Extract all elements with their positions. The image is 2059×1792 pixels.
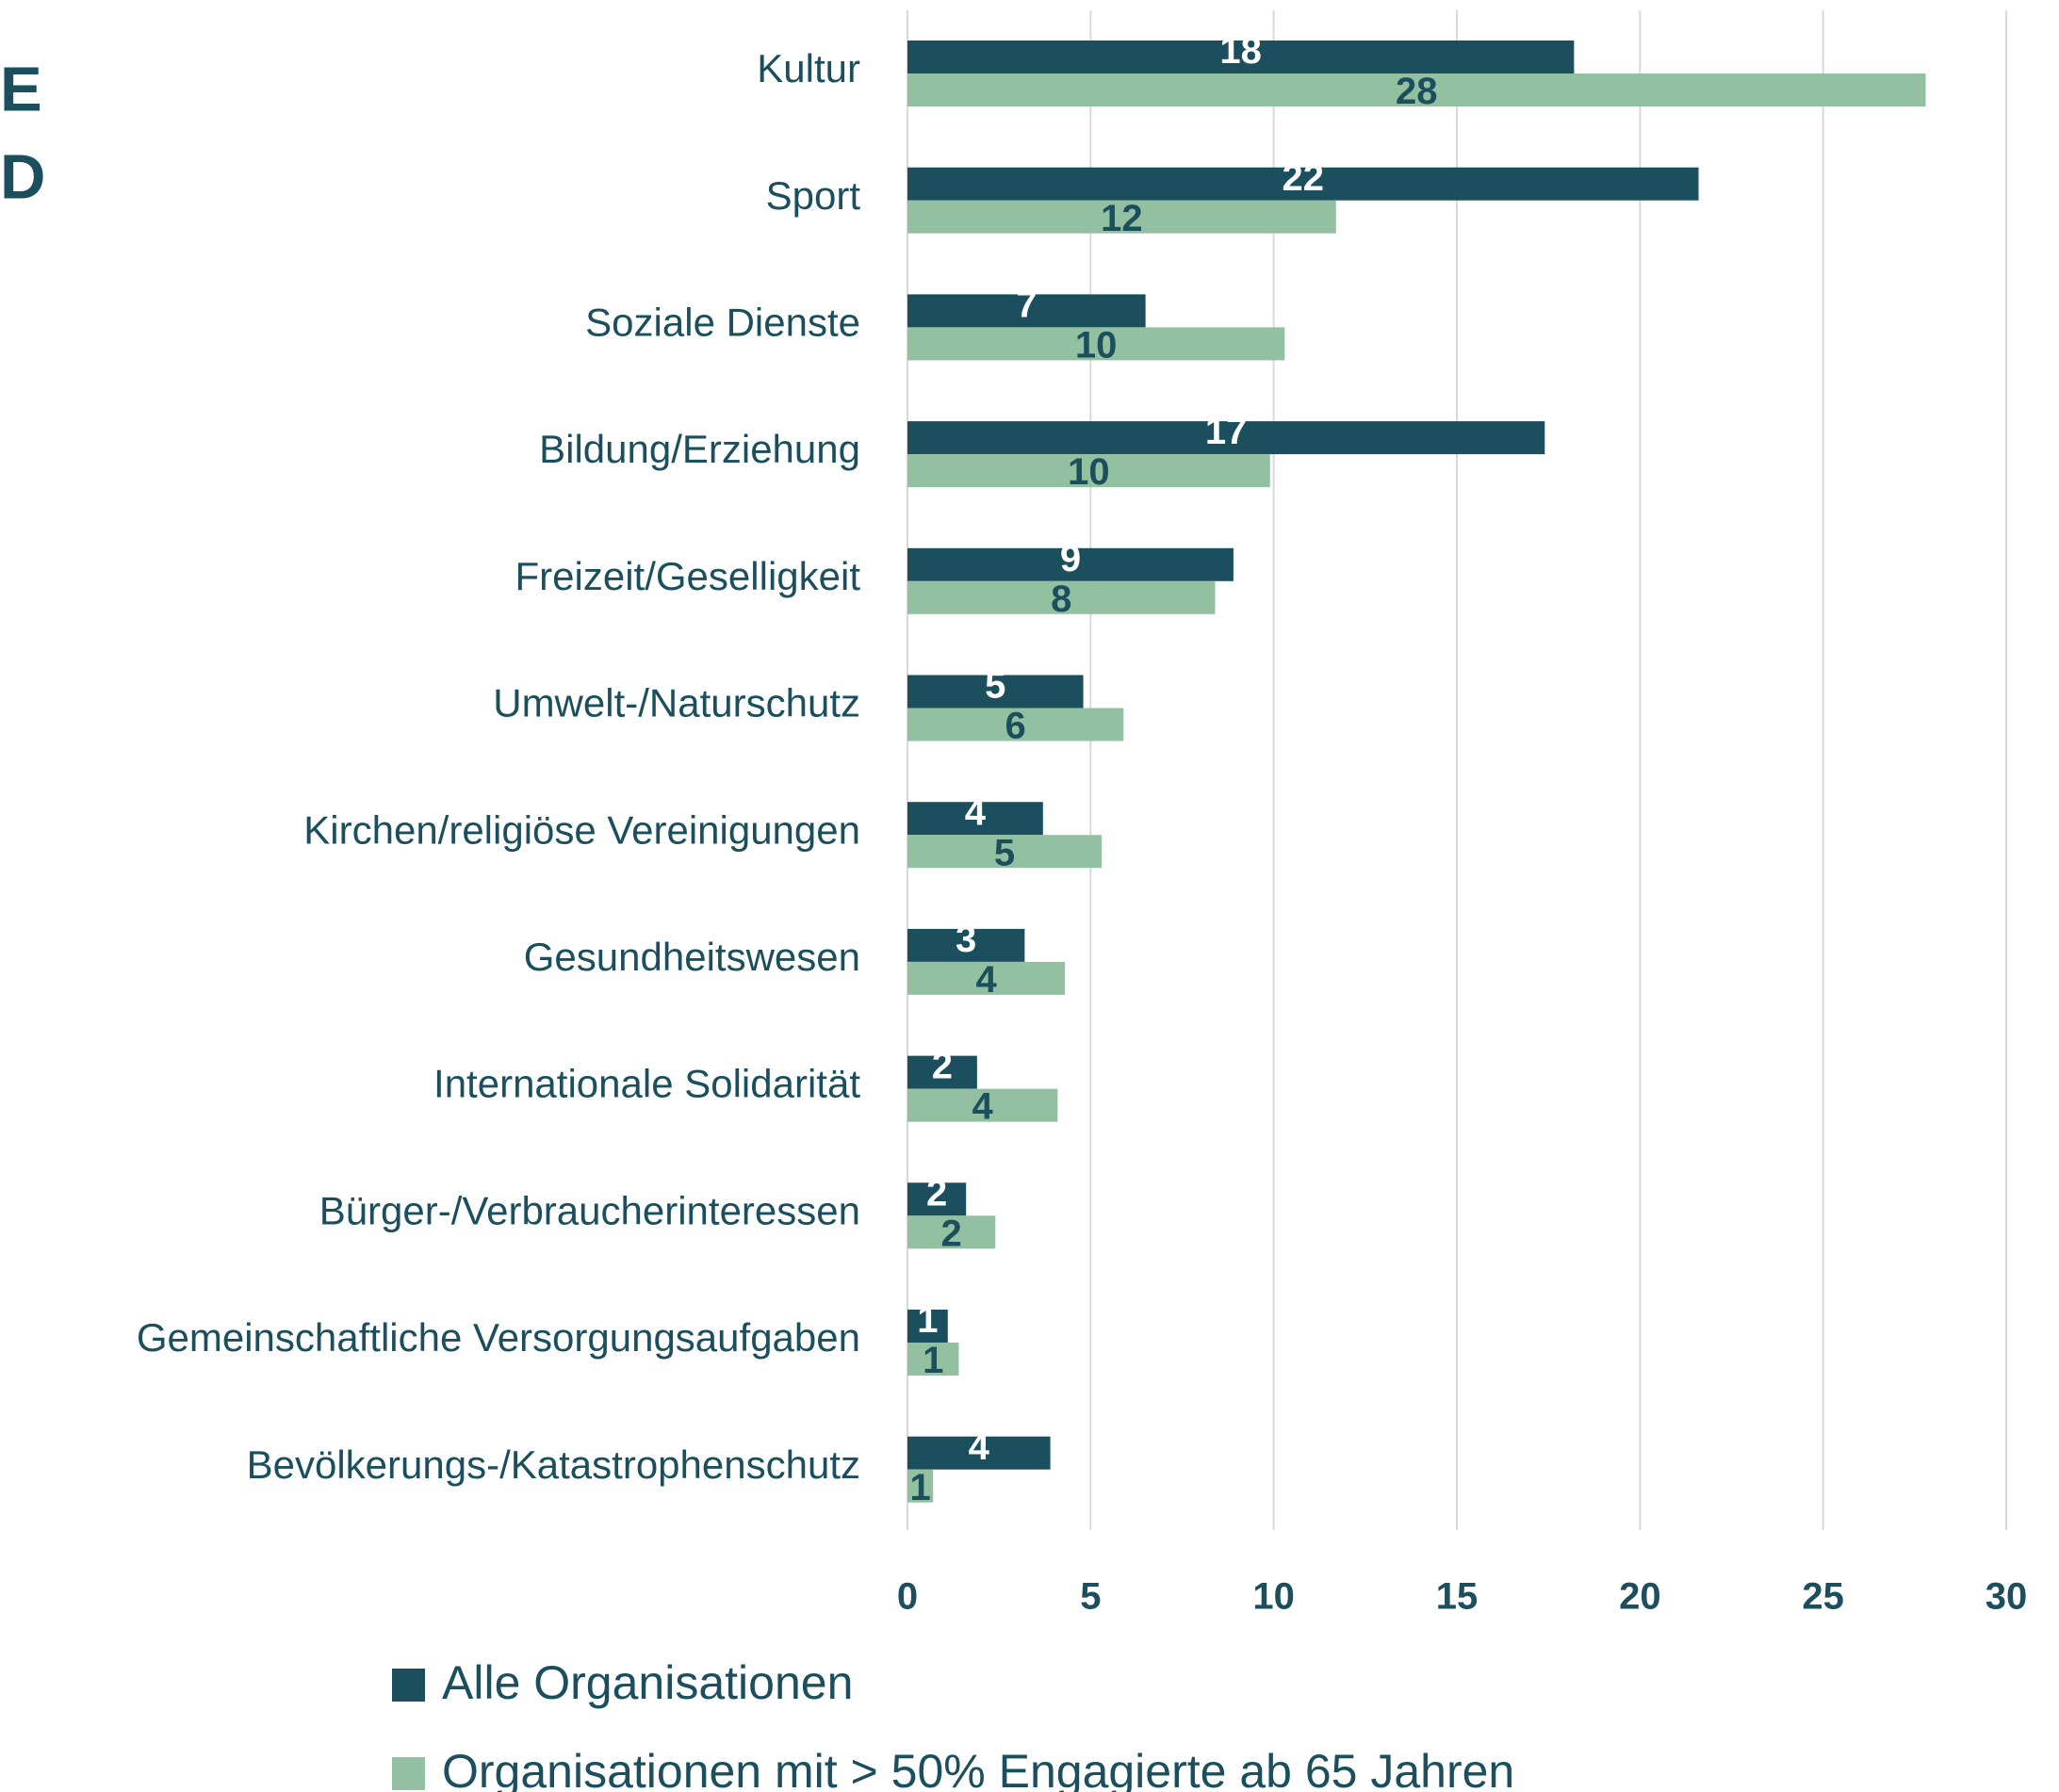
data-label: 10 <box>1075 324 1118 366</box>
bar <box>907 835 1102 869</box>
bar <box>907 708 1124 741</box>
bar <box>907 421 1545 455</box>
data-label: 18 <box>1219 30 1262 72</box>
x-tick-label: 10 <box>1252 1576 1295 1618</box>
data-label: 28 <box>1396 71 1438 112</box>
data-label: 2 <box>932 1046 953 1087</box>
y-tick-label: Kultur <box>757 46 860 90</box>
legend-label: Alle Organisationen <box>442 1656 853 1709</box>
bar <box>907 41 1575 73</box>
data-label: 4 <box>972 1086 994 1128</box>
bar <box>907 1310 948 1343</box>
bar <box>907 200 1336 234</box>
bar <box>907 454 1270 488</box>
x-tick-label: 0 <box>897 1576 918 1618</box>
bar <box>907 73 1926 106</box>
bar <box>907 961 1066 995</box>
bar <box>907 675 1084 709</box>
data-label: 9 <box>1060 538 1081 579</box>
bar <box>907 1055 977 1089</box>
annotation: E <box>0 55 42 125</box>
bar <box>907 1182 967 1216</box>
bar <box>907 1436 1051 1470</box>
y-tick-label: Sport <box>766 173 861 218</box>
bar <box>907 802 1043 836</box>
bar <box>907 580 1216 614</box>
data-label: 5 <box>994 832 1015 873</box>
bar <box>907 928 1025 962</box>
x-tick-label: 25 <box>1802 1576 1844 1618</box>
data-label: 4 <box>975 959 997 1001</box>
data-label: 2 <box>926 1172 947 1214</box>
y-tick-label: Bevölkerungs-/Katastrophenschutz <box>247 1442 860 1487</box>
data-label: 7 <box>1016 284 1037 325</box>
data-label: 3 <box>956 919 976 960</box>
data-label: 6 <box>1005 706 1026 747</box>
data-label: 1 <box>909 1467 930 1508</box>
data-label: 1 <box>923 1340 943 1381</box>
legend-label: Organisationen mit > 50% Engagierte ab 6… <box>442 1745 1514 1792</box>
bar <box>907 547 1234 581</box>
data-label: 17 <box>1205 411 1248 452</box>
y-tick-label: Kirchen/religiöse Vereinigungen <box>303 807 860 852</box>
bar <box>907 1088 1058 1122</box>
data-label: 8 <box>1051 578 1071 620</box>
y-tick-label: Internationale Solidarität <box>433 1062 860 1106</box>
y-tick-label: Gemeinschaftliche Versorgungsaufgaben <box>137 1315 860 1360</box>
bar <box>907 1343 959 1376</box>
bar <box>907 167 1699 201</box>
legend-swatch <box>392 1757 425 1790</box>
bar <box>907 294 1146 328</box>
data-label: 4 <box>965 791 987 833</box>
data-label: 2 <box>941 1213 962 1254</box>
annotation: D <box>0 142 45 213</box>
y-tick-label: Bildung/Erziehung <box>539 427 860 471</box>
y-tick-label: Freizeit/Geselligkeit <box>515 554 861 598</box>
x-tick-label: 20 <box>1619 1576 1661 1618</box>
bar <box>907 1215 996 1249</box>
bar <box>907 1469 934 1503</box>
x-tick-label: 5 <box>1080 1576 1101 1618</box>
data-label: 1 <box>917 1299 938 1341</box>
data-label: 10 <box>1068 451 1110 493</box>
y-tick-label: Bürger-/Verbraucherinteressen <box>319 1188 860 1232</box>
y-tick-label: Umwelt-/Naturschutz <box>493 681 860 725</box>
y-tick-label: Soziale Dienste <box>585 300 860 344</box>
y-tick-label: Gesundheitswesen <box>524 935 860 979</box>
data-label: 5 <box>985 665 1005 707</box>
bar <box>907 327 1285 361</box>
x-tick-label: 15 <box>1436 1576 1479 1618</box>
data-label: 22 <box>1283 157 1325 199</box>
x-tick-label: 30 <box>1985 1576 2028 1618</box>
data-label: 4 <box>969 1426 990 1468</box>
legend-swatch <box>392 1669 425 1702</box>
data-label: 12 <box>1101 198 1143 239</box>
